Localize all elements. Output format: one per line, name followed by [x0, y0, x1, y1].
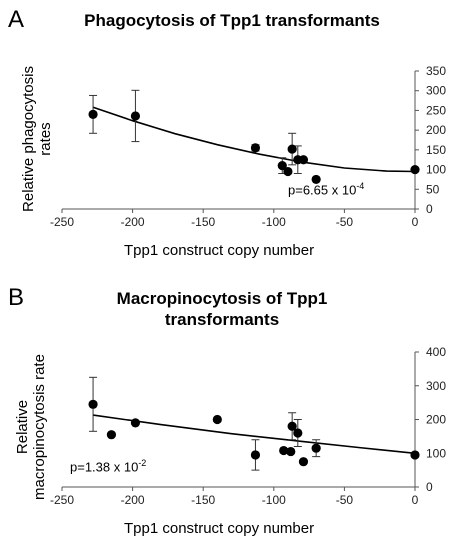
- p-value-exponent: -4: [356, 181, 365, 191]
- y-tick-label: 300: [426, 84, 446, 98]
- y-axis-label: Relative macropinocytosis rate: [14, 354, 48, 500]
- x-axis-label: Tpp1 construct copy number: [124, 520, 315, 537]
- x-tick-label: -50: [336, 215, 354, 229]
- panel-letter: B: [8, 284, 25, 311]
- x-tick-label: -100: [262, 215, 286, 229]
- x-tick-label: -100: [262, 493, 286, 507]
- y-tick-label: 150: [426, 143, 446, 157]
- data-point: [279, 445, 289, 456]
- data-point: [130, 111, 141, 121]
- x-tick-label: -250: [50, 215, 74, 229]
- data-point: [212, 414, 222, 425]
- data-point: [311, 443, 321, 453]
- data-point: [287, 421, 297, 431]
- data-point: [250, 450, 261, 460]
- x-tick-label: 0: [412, 215, 419, 229]
- y-tick-label: 200: [426, 413, 446, 427]
- macropinocytosis-panel: B Macropinocytosis of Tpp1 transformants…: [0, 278, 459, 550]
- data-point: [250, 143, 261, 153]
- chart-title: Phagocytosis of Tpp1 transformants: [84, 11, 380, 30]
- data-point: [410, 450, 420, 460]
- chart-title: Macropinocytosis of Tpp1 transformants: [116, 289, 328, 329]
- y-tick-label: 50: [426, 182, 440, 196]
- x-axis-label: Tpp1 construct copy number: [124, 242, 315, 259]
- y-tick-label: 300: [426, 379, 446, 393]
- x-tick-label: -150: [191, 493, 215, 507]
- data-point: [130, 418, 141, 428]
- phagocytosis-chart: -250 -200 -150 -100 -50 00 50 100 150 200 250 300 35…: [50, 64, 446, 229]
- x-tick-label: -150: [191, 215, 215, 229]
- x-tick-label: -250: [50, 493, 74, 507]
- x-tick-label: -200: [121, 215, 145, 229]
- data-point: [277, 161, 287, 171]
- data-point: [287, 144, 297, 154]
- p-value-text: p=1.38 x 10: [70, 459, 139, 475]
- p-value-annotation: p=6.65 x 10-4: [288, 181, 364, 197]
- y-tick-label: 200: [426, 123, 446, 137]
- macropinocytosis-chart: -250 -200 -150 -100 -50 00 100 200 300 400: [50, 345, 446, 507]
- x-tick-label: -200: [121, 493, 145, 507]
- y-tick-label: 250: [426, 103, 446, 117]
- data-point: [311, 174, 321, 185]
- p-value-annotation: p=1.38 x 10-2: [70, 458, 146, 474]
- y-tick-label: 0: [426, 202, 433, 216]
- trend-line: [92, 414, 416, 455]
- data-point: [286, 446, 296, 457]
- trend-line: [92, 106, 416, 173]
- data-point: [298, 155, 309, 165]
- x-tick-label: -50: [336, 493, 354, 507]
- data-point: [88, 399, 98, 409]
- data-point: [283, 166, 293, 177]
- phagocytosis-panel: A Phagocytosis of Tpp1 transformants -25…: [0, 0, 459, 270]
- y-axis-label: Relative phagocytosis rates: [20, 66, 54, 212]
- data-point: [410, 164, 420, 175]
- y-tick-label: 100: [426, 446, 446, 460]
- x-tick-label: 0: [412, 493, 419, 507]
- panel-letter: A: [8, 6, 25, 33]
- data-point: [88, 109, 98, 119]
- data-point: [293, 428, 303, 438]
- p-value-text: p=6.65 x 10: [288, 182, 357, 198]
- data-point: [298, 457, 309, 467]
- y-tick-label: 350: [426, 64, 446, 78]
- y-tick-label: 0: [426, 480, 433, 494]
- y-tick-label: 100: [426, 163, 446, 177]
- data-point: [106, 430, 117, 440]
- y-tick-label: 400: [426, 345, 446, 359]
- p-value-exponent: -2: [138, 458, 147, 468]
